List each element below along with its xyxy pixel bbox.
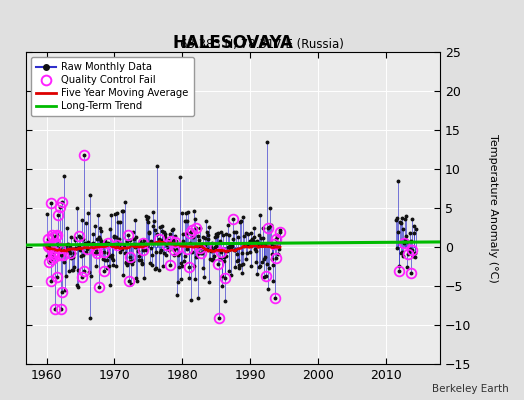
Title: HALESOVAYA: HALESOVAYA (173, 34, 293, 52)
Legend: Raw Monthly Data, Quality Control Fail, Five Year Moving Average, Long-Term Tren: Raw Monthly Data, Quality Control Fail, … (31, 57, 193, 116)
Text: 63.383 N, 78.317 E (Russia): 63.383 N, 78.317 E (Russia) (180, 38, 344, 51)
Y-axis label: Temperature Anomaly (°C): Temperature Anomaly (°C) (488, 134, 498, 282)
Text: Berkeley Earth: Berkeley Earth (432, 384, 508, 394)
